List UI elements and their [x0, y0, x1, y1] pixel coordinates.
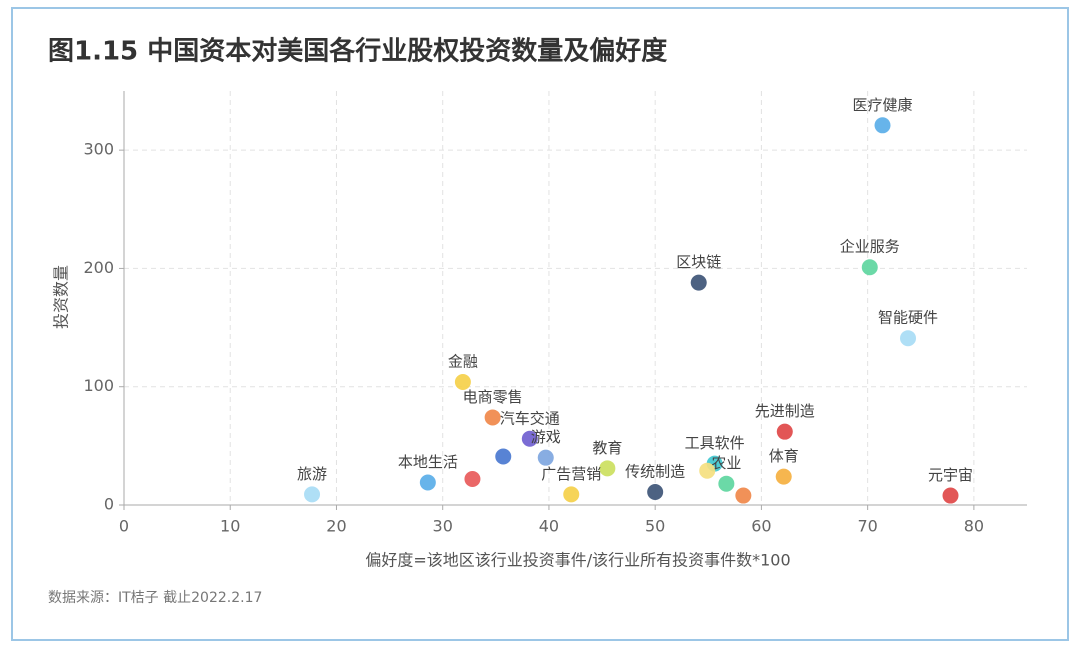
- point-label: 电商零售: [463, 388, 523, 406]
- point: [718, 475, 735, 492]
- point-label: 区块链: [676, 253, 721, 271]
- point: [900, 330, 917, 347]
- point: [464, 470, 481, 487]
- point: [775, 468, 792, 485]
- point-label: 体育: [769, 447, 799, 465]
- x-tick-label: 40: [539, 517, 559, 536]
- point: [599, 460, 616, 477]
- source-note: 数据来源：IT桔子 截止2022.2.17: [48, 590, 262, 606]
- point-label: 本地生活: [398, 453, 458, 471]
- point: [776, 423, 793, 440]
- point-label: 医疗健康: [853, 96, 913, 114]
- point-label: 汽车交通: [500, 409, 560, 427]
- x-tick-label: 80: [964, 517, 984, 536]
- point: [690, 274, 707, 291]
- point: [861, 259, 878, 276]
- point: [942, 487, 959, 504]
- point-label: 农业: [711, 454, 741, 472]
- point-label: 传统制造: [625, 462, 685, 480]
- point-label: 游戏: [531, 428, 561, 446]
- point-label: 元宇宙: [928, 466, 973, 484]
- chart-title: 图1.15 中国资本对美国各行业股权投资数量及偏好度: [48, 36, 667, 67]
- point: [495, 448, 512, 465]
- y-tick-label: 100: [83, 376, 114, 395]
- point: [419, 474, 436, 491]
- point-label: 先进制造: [755, 402, 815, 420]
- frame: [11, 7, 1069, 641]
- x-tick-label: 0: [119, 517, 129, 536]
- x-tick-label: 60: [751, 517, 771, 536]
- point: [521, 430, 538, 447]
- point-label: 旅游: [297, 465, 327, 483]
- y-tick-label: 0: [104, 495, 114, 514]
- x-tick-label: 30: [433, 517, 453, 536]
- y-tick-label: 300: [83, 140, 114, 159]
- point: [537, 449, 554, 466]
- point-label: 广告营销: [541, 465, 601, 483]
- point-label: 金融: [448, 352, 478, 370]
- point-label: 企业服务: [840, 238, 900, 256]
- x-tick-label: 10: [220, 517, 240, 536]
- point: [735, 487, 752, 504]
- point: [874, 117, 891, 134]
- x-axis-label: 偏好度=该地区该行业投资事件/该行业所有投资事件数*100: [365, 551, 790, 570]
- x-tick-label: 50: [645, 517, 665, 536]
- point: [484, 409, 501, 426]
- point-label: 工具软件: [685, 434, 745, 452]
- point-label: 教育: [592, 439, 622, 457]
- point: [563, 486, 580, 503]
- x-tick-label: 70: [857, 517, 877, 536]
- point-label: 智能硬件: [878, 309, 938, 327]
- y-axis-label: 投资数量: [52, 265, 71, 329]
- x-tick-label: 20: [326, 517, 346, 536]
- point: [647, 483, 664, 500]
- point: [304, 486, 321, 503]
- point: [454, 373, 471, 390]
- y-tick-label: 200: [83, 258, 114, 277]
- point: [699, 462, 716, 479]
